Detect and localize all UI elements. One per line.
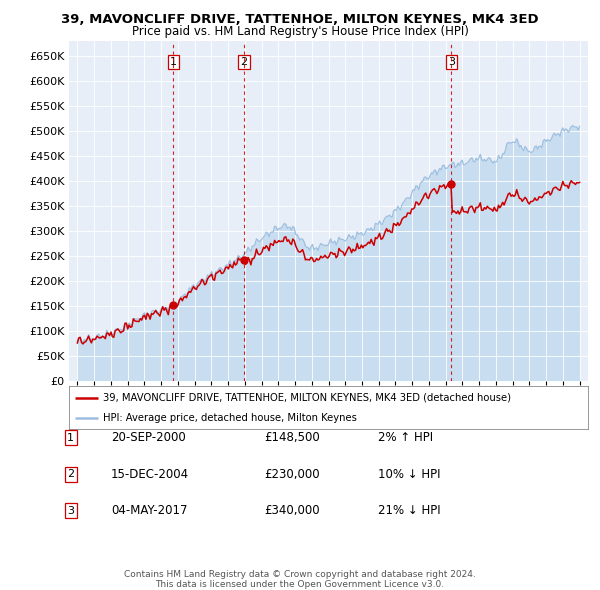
Text: 10% ↓ HPI: 10% ↓ HPI: [378, 468, 440, 481]
Text: 15-DEC-2004: 15-DEC-2004: [111, 468, 189, 481]
Text: 39, MAVONCLIFF DRIVE, TATTENHOE, MILTON KEYNES, MK4 3ED: 39, MAVONCLIFF DRIVE, TATTENHOE, MILTON …: [61, 13, 539, 26]
Text: 1: 1: [170, 57, 176, 67]
Text: £340,000: £340,000: [264, 504, 320, 517]
Text: 2% ↑ HPI: 2% ↑ HPI: [378, 431, 433, 444]
Text: 2: 2: [67, 470, 74, 479]
Text: £230,000: £230,000: [264, 468, 320, 481]
Text: 21% ↓ HPI: 21% ↓ HPI: [378, 504, 440, 517]
Text: This data is licensed under the Open Government Licence v3.0.: This data is licensed under the Open Gov…: [155, 579, 445, 589]
Text: £148,500: £148,500: [264, 431, 320, 444]
Text: HPI: Average price, detached house, Milton Keynes: HPI: Average price, detached house, Milt…: [103, 414, 356, 423]
Text: 39, MAVONCLIFF DRIVE, TATTENHOE, MILTON KEYNES, MK4 3ED (detached house): 39, MAVONCLIFF DRIVE, TATTENHOE, MILTON …: [103, 393, 511, 403]
Text: 1: 1: [67, 433, 74, 442]
Text: 20-SEP-2000: 20-SEP-2000: [111, 431, 186, 444]
Text: Price paid vs. HM Land Registry's House Price Index (HPI): Price paid vs. HM Land Registry's House …: [131, 25, 469, 38]
Text: 04-MAY-2017: 04-MAY-2017: [111, 504, 187, 517]
Text: 3: 3: [67, 506, 74, 516]
Text: Contains HM Land Registry data © Crown copyright and database right 2024.: Contains HM Land Registry data © Crown c…: [124, 570, 476, 579]
Text: 3: 3: [448, 57, 455, 67]
Text: 2: 2: [241, 57, 248, 67]
